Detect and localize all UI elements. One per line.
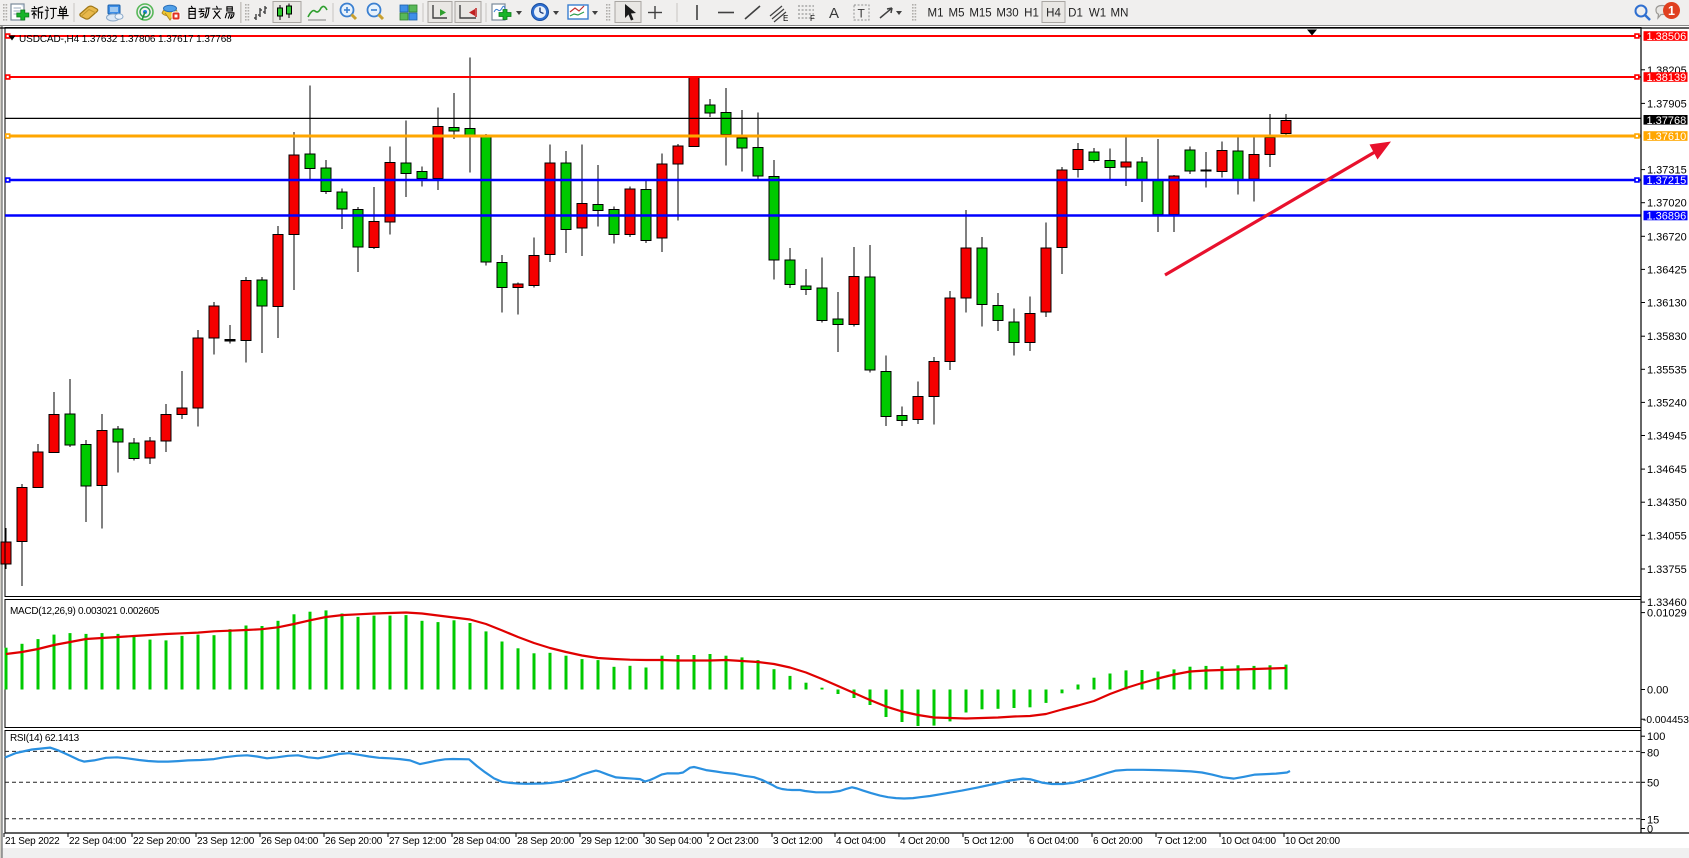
svg-text:0: 0	[1647, 824, 1653, 836]
svg-text:MN: MN	[1111, 8, 1129, 20]
svg-text:M1: M1	[928, 8, 944, 20]
svg-text:1.36425: 1.36425	[1647, 264, 1687, 276]
svg-text:RSI(14) 62.1413: RSI(14) 62.1413	[10, 733, 80, 744]
svg-text:E: E	[783, 14, 788, 23]
svg-text:26 Sep 20:00: 26 Sep 20:00	[325, 836, 383, 847]
svg-text:1: 1	[1668, 4, 1675, 18]
svg-text:1.38139: 1.38139	[1647, 72, 1687, 84]
svg-text:F: F	[810, 14, 815, 23]
svg-text:D1: D1	[1068, 8, 1083, 20]
svg-text:22 Sep 20:00: 22 Sep 20:00	[133, 836, 191, 847]
svg-text:7 Oct 12:00: 7 Oct 12:00	[1157, 836, 1207, 847]
svg-text:6 Oct 20:00: 6 Oct 20:00	[1093, 836, 1143, 847]
svg-text:1.36720: 1.36720	[1647, 231, 1687, 243]
svg-text:100: 100	[1647, 731, 1665, 743]
svg-text:1.34055: 1.34055	[1647, 530, 1687, 542]
svg-text:21 Sep 2022: 21 Sep 2022	[5, 836, 60, 847]
svg-text:4 Oct 04:00: 4 Oct 04:00	[836, 836, 886, 847]
svg-text:6 Oct 04:00: 6 Oct 04:00	[1029, 836, 1079, 847]
svg-text:1.37315: 1.37315	[1647, 165, 1687, 177]
svg-text:M30: M30	[996, 8, 1018, 20]
svg-text:1.36130: 1.36130	[1647, 298, 1687, 310]
svg-text:1.35535: 1.35535	[1647, 364, 1687, 376]
svg-text:MACD(12,26,9) 0.003021 0.00260: MACD(12,26,9) 0.003021 0.002605	[10, 606, 160, 617]
svg-text:0.00: 0.00	[1647, 685, 1668, 697]
svg-text:28 Sep 20:00: 28 Sep 20:00	[517, 836, 575, 847]
svg-text:50: 50	[1647, 777, 1659, 789]
svg-text:4 Oct 20:00: 4 Oct 20:00	[900, 836, 950, 847]
svg-text:23 Sep 12:00: 23 Sep 12:00	[197, 836, 255, 847]
svg-text:1.37768: 1.37768	[1647, 115, 1687, 127]
svg-text:1.34350: 1.34350	[1647, 497, 1687, 509]
svg-text:M5: M5	[949, 8, 965, 20]
svg-text:1.33755: 1.33755	[1647, 564, 1687, 576]
svg-text:3 Oct 12:00: 3 Oct 12:00	[773, 836, 823, 847]
svg-text:W1: W1	[1089, 8, 1106, 20]
svg-text:30 Sep 04:00: 30 Sep 04:00	[645, 836, 703, 847]
svg-text:1.36896: 1.36896	[1647, 211, 1687, 223]
svg-text:27 Sep 12:00: 27 Sep 12:00	[389, 836, 447, 847]
svg-text:15: 15	[1647, 815, 1659, 827]
svg-text:1.33460: 1.33460	[1647, 597, 1687, 609]
svg-text:H1: H1	[1024, 8, 1039, 20]
svg-text:USDCAD-,H4 1.37632 1.37806 1.: USDCAD-,H4 1.37632 1.37806 1.37617 1.377…	[19, 34, 232, 45]
svg-text:1.37610: 1.37610	[1647, 131, 1687, 143]
svg-text:1.34945: 1.34945	[1647, 431, 1687, 443]
svg-text:26 Sep 04:00: 26 Sep 04:00	[261, 836, 319, 847]
svg-text:80: 80	[1647, 748, 1659, 760]
svg-text:M15: M15	[969, 8, 991, 20]
svg-text:1.35240: 1.35240	[1647, 397, 1687, 409]
svg-text:1.37020: 1.37020	[1647, 198, 1687, 210]
svg-text:2 Oct 23:00: 2 Oct 23:00	[709, 836, 759, 847]
svg-text:29 Sep 12:00: 29 Sep 12:00	[581, 836, 639, 847]
svg-text:A: A	[829, 5, 839, 22]
svg-text:1.37905: 1.37905	[1647, 98, 1687, 110]
svg-text:H4: H4	[1046, 8, 1061, 20]
svg-text:-0.004453: -0.004453	[1643, 715, 1689, 726]
svg-text:T: T	[858, 7, 866, 21]
svg-text:1.37215: 1.37215	[1647, 175, 1687, 187]
svg-text:1.38506: 1.38506	[1647, 31, 1687, 43]
svg-text:1.34645: 1.34645	[1647, 464, 1687, 476]
svg-text:28 Sep 04:00: 28 Sep 04:00	[453, 836, 511, 847]
svg-text:10 Oct 04:00: 10 Oct 04:00	[1221, 836, 1276, 847]
svg-text:5 Oct 12:00: 5 Oct 12:00	[964, 836, 1014, 847]
svg-text:10 Oct 20:00: 10 Oct 20:00	[1285, 836, 1340, 847]
svg-text:1.35830: 1.35830	[1647, 331, 1687, 343]
svg-text:0.01029: 0.01029	[1647, 608, 1687, 620]
svg-text:22 Sep 04:00: 22 Sep 04:00	[69, 836, 127, 847]
